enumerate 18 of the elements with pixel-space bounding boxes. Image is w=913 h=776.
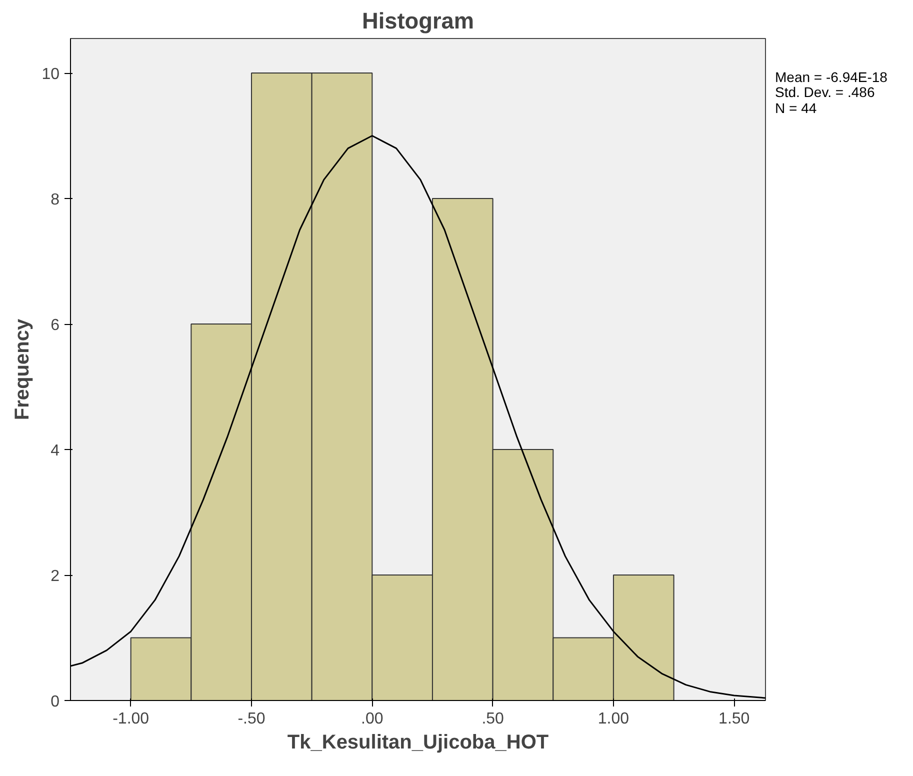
x-tick-label: 1.00 — [598, 710, 630, 728]
x-tick-label: 1.50 — [718, 710, 750, 728]
y-tick-label: 6 — [50, 317, 60, 334]
chart-title: Histogram — [362, 8, 474, 34]
y-tick-label: 10 — [42, 66, 60, 84]
x-axis-title: Tk_Kesulitan_Ujicoba_HOT — [287, 732, 549, 754]
y-tick-label: 8 — [50, 192, 60, 209]
y-tick-label: 2 — [50, 568, 60, 585]
x-tick-label: -1.00 — [112, 710, 150, 728]
y-tick-label: 4 — [50, 442, 60, 460]
x-tick-label: .00 — [361, 710, 384, 728]
x-tick-label: -.50 — [238, 710, 266, 728]
x-tick-label: .50 — [482, 710, 504, 728]
text: Std. Dev. = .486 — [775, 84, 875, 100]
y-tick-label: 0 — [50, 694, 60, 710]
y-axis-title: Frequency — [12, 318, 34, 420]
text: Mean = -6.94E-18 — [775, 69, 888, 85]
text: N = 44 — [775, 100, 817, 116]
